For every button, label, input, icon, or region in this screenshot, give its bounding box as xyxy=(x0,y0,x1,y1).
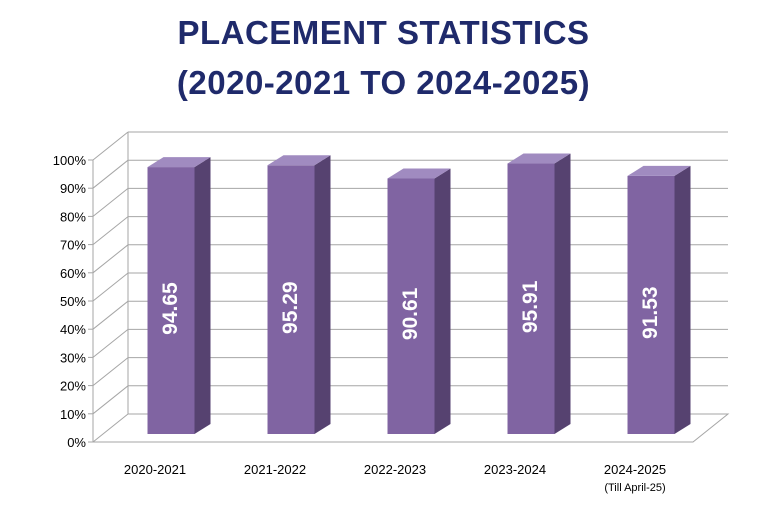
y-tick-label: 40% xyxy=(60,322,86,337)
bar-value-label: 95.91 xyxy=(519,280,542,333)
bar-value-label: 95.29 xyxy=(279,281,302,334)
x-tick-label: 2020-2021 xyxy=(124,462,186,477)
x-axis-ticks: 2020-2021 2021-2022 2022-2023 2023-2024 2024… xyxy=(124,462,666,494)
gridline-diagonal xyxy=(92,385,129,415)
y-tick-label: 60% xyxy=(60,266,86,281)
bar-side xyxy=(314,155,331,434)
chart-title-line-1: PLACEMENT STATISTICS xyxy=(177,14,590,51)
bar-5: 91.53 xyxy=(627,165,691,434)
gridline-diagonal xyxy=(92,413,129,443)
bar-side xyxy=(674,165,691,434)
bar-front xyxy=(507,163,555,434)
bar-top xyxy=(627,165,691,176)
y-tick-label: 50% xyxy=(60,294,86,309)
x-tick-label: 2022-2023 xyxy=(364,462,426,477)
x-tick-label: 2021-2022 xyxy=(244,462,306,477)
x-tick-label: 2023-2024 xyxy=(484,462,546,477)
x-tick-sublabel: (Till April-25) xyxy=(604,482,665,494)
gridline-diagonal xyxy=(92,216,129,245)
y-tick-label: 70% xyxy=(60,238,86,253)
gridline-diagonal xyxy=(92,300,129,330)
bar-top xyxy=(507,153,571,164)
bar-side xyxy=(554,153,571,434)
bar-front xyxy=(387,178,435,434)
gridline-diagonal xyxy=(92,329,129,358)
bar-side xyxy=(434,168,451,434)
y-tick-label: 90% xyxy=(60,181,86,196)
gridline-diagonal xyxy=(92,244,129,274)
gridline-diagonal xyxy=(92,272,129,302)
bar-top xyxy=(147,157,211,168)
bar-front xyxy=(627,175,675,434)
gridline-diagonal xyxy=(92,357,129,386)
bar-front xyxy=(267,165,315,434)
bar-1: 94.65 xyxy=(147,157,211,434)
gridline-diagonal xyxy=(92,159,129,189)
bar-value-label: 91.53 xyxy=(639,286,662,339)
bar-top xyxy=(267,155,331,166)
gridline-diagonal xyxy=(92,131,129,161)
y-tick-label: 100% xyxy=(53,153,87,168)
gridline-diagonal xyxy=(92,188,129,217)
y-tick-label: 20% xyxy=(60,379,86,394)
y-axis-ticks: 0% 10% 20% 30% 40% 50% 60% 70% 80% 90% 100% xyxy=(53,153,87,450)
y-tick-label: 10% xyxy=(60,407,86,422)
x-tick-label: 2024-2025 xyxy=(604,462,666,477)
y-tick-label: 0% xyxy=(67,435,86,450)
bar-3: 90.61 xyxy=(387,168,451,434)
bar-front xyxy=(147,167,195,434)
bar-4: 95.91 xyxy=(507,153,571,434)
bar-top xyxy=(387,168,451,179)
y-tick-label: 80% xyxy=(60,209,86,224)
bar-side xyxy=(194,157,211,434)
bar-value-label: 90.61 xyxy=(399,287,422,340)
bar-value-label: 94.65 xyxy=(159,282,182,335)
bars-layer: 94.65 95.29 90.61 95.91 91.53 xyxy=(147,153,691,434)
chart-title-line-2: (2020-2021 TO 2024-2025) xyxy=(176,64,591,101)
y-tick-label: 30% xyxy=(60,350,86,365)
bar-2: 95.29 xyxy=(267,155,331,434)
